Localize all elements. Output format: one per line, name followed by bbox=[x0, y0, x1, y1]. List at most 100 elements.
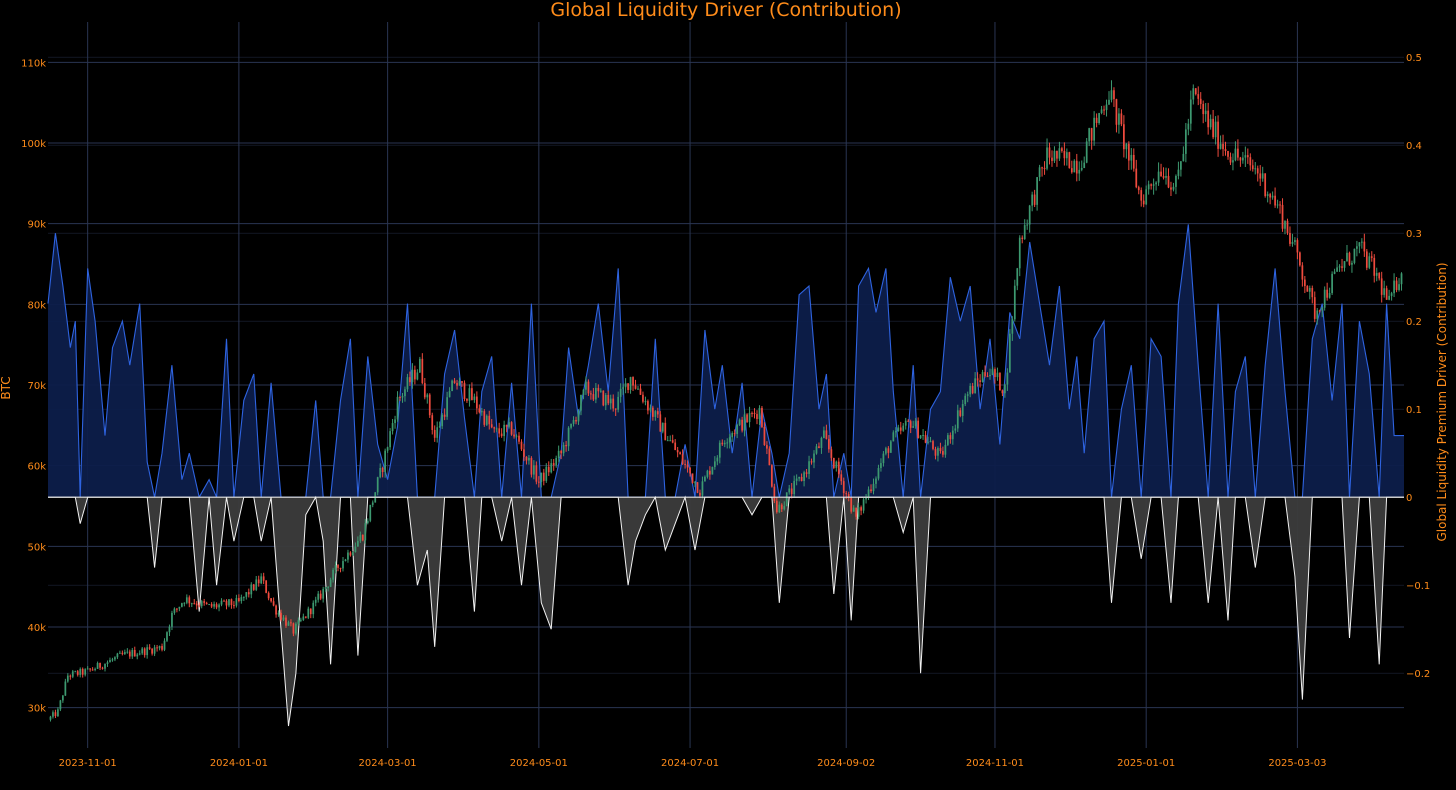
candle-up bbox=[379, 468, 382, 478]
candle-down bbox=[790, 488, 793, 495]
candle-down bbox=[870, 489, 872, 492]
candle-down bbox=[471, 388, 473, 400]
candle-down bbox=[679, 452, 682, 455]
candle-down bbox=[1056, 150, 1058, 159]
candle-down bbox=[483, 411, 486, 425]
candle-up bbox=[892, 432, 895, 442]
candle-up bbox=[1331, 273, 1333, 294]
candle-up bbox=[106, 662, 109, 665]
candle-down bbox=[994, 369, 996, 378]
candle-down bbox=[498, 428, 501, 434]
candle-up bbox=[798, 476, 800, 479]
candle-down bbox=[361, 534, 364, 541]
candle-down bbox=[1269, 194, 1272, 198]
candle-up bbox=[52, 712, 54, 717]
candle-down bbox=[456, 383, 458, 386]
candle-up bbox=[788, 488, 791, 493]
candle-up bbox=[208, 604, 211, 606]
candle-up bbox=[966, 394, 969, 396]
candle-up bbox=[1085, 141, 1088, 163]
candle-down bbox=[979, 380, 981, 382]
candle-down bbox=[830, 449, 833, 458]
candle-down bbox=[602, 390, 605, 406]
candle-down bbox=[265, 580, 268, 593]
candle-down bbox=[292, 623, 295, 634]
candle-down bbox=[1395, 280, 1398, 290]
candle-down bbox=[1301, 265, 1304, 280]
candle-down bbox=[409, 377, 411, 383]
candle-down bbox=[597, 387, 600, 392]
candle-up bbox=[991, 369, 994, 375]
candle-down bbox=[939, 448, 942, 452]
candle-up bbox=[312, 602, 315, 615]
candle-up bbox=[1291, 241, 1294, 244]
candle-up bbox=[785, 492, 788, 507]
candle-up bbox=[726, 442, 729, 444]
candle-up bbox=[240, 597, 243, 602]
candle-up bbox=[1078, 169, 1081, 174]
candle-down bbox=[453, 380, 456, 384]
candle-down bbox=[614, 408, 617, 410]
candle-up bbox=[1232, 160, 1234, 163]
candle-up bbox=[947, 435, 949, 445]
candle-down bbox=[575, 420, 577, 422]
candle-up bbox=[1018, 237, 1021, 269]
candle-down bbox=[89, 668, 92, 670]
candle-up bbox=[1031, 194, 1034, 206]
x-tick-label: 2023-11-01 bbox=[59, 758, 117, 769]
candle-down bbox=[1160, 171, 1162, 177]
candle-up bbox=[1177, 169, 1180, 176]
candle-up bbox=[503, 424, 505, 437]
candle-up bbox=[376, 477, 379, 493]
candle-down bbox=[634, 385, 637, 389]
candle-down bbox=[976, 378, 979, 381]
candle-up bbox=[242, 596, 245, 598]
candle-down bbox=[490, 424, 493, 428]
candle-down bbox=[399, 396, 401, 398]
candle-down bbox=[1061, 148, 1063, 151]
candle-down bbox=[1021, 237, 1024, 239]
candle-up bbox=[66, 675, 69, 682]
candle-down bbox=[659, 414, 662, 432]
candle-up bbox=[1046, 147, 1048, 169]
chart-title: Global Liquidity Driver (Contribution) bbox=[550, 0, 901, 21]
candle-down bbox=[1229, 156, 1232, 163]
candle-up bbox=[366, 520, 369, 524]
candle-down bbox=[721, 442, 724, 445]
candle-up bbox=[332, 569, 334, 580]
candle-up bbox=[1234, 148, 1237, 161]
candle-down bbox=[756, 414, 758, 419]
candle-down bbox=[1103, 109, 1105, 111]
candle-up bbox=[438, 426, 441, 428]
candle-up bbox=[954, 428, 957, 431]
x-tick-label: 2024-05-01 bbox=[510, 758, 568, 769]
candle-down bbox=[535, 465, 538, 482]
candle-down bbox=[99, 662, 101, 668]
candle-down bbox=[238, 598, 240, 602]
candle-down bbox=[632, 377, 634, 386]
candle-up bbox=[644, 401, 647, 403]
candle-up bbox=[1360, 241, 1363, 243]
candle-down bbox=[1140, 190, 1143, 201]
candle-down bbox=[855, 507, 858, 517]
candle-down bbox=[664, 422, 667, 441]
candle-down bbox=[674, 442, 677, 451]
candle-down bbox=[81, 668, 84, 675]
candle-up bbox=[62, 695, 64, 701]
candle-up bbox=[138, 653, 141, 655]
candle-up bbox=[86, 668, 89, 670]
candle-up bbox=[84, 669, 87, 675]
candle-up bbox=[1214, 121, 1217, 138]
candle-up bbox=[902, 425, 905, 431]
candle-up bbox=[570, 423, 572, 428]
candle-down bbox=[1348, 252, 1351, 265]
candle-up bbox=[711, 466, 714, 475]
candle-up bbox=[885, 448, 887, 454]
candle-up bbox=[1356, 246, 1358, 249]
candle-down bbox=[647, 401, 649, 411]
candle-up bbox=[200, 601, 203, 607]
candle-down bbox=[151, 648, 153, 654]
x-axis: 2023-11-01 2024-01-01 2024-03-01 2024-05-01… bbox=[59, 758, 1327, 769]
candle-down bbox=[381, 468, 384, 473]
candle-down bbox=[590, 393, 592, 395]
